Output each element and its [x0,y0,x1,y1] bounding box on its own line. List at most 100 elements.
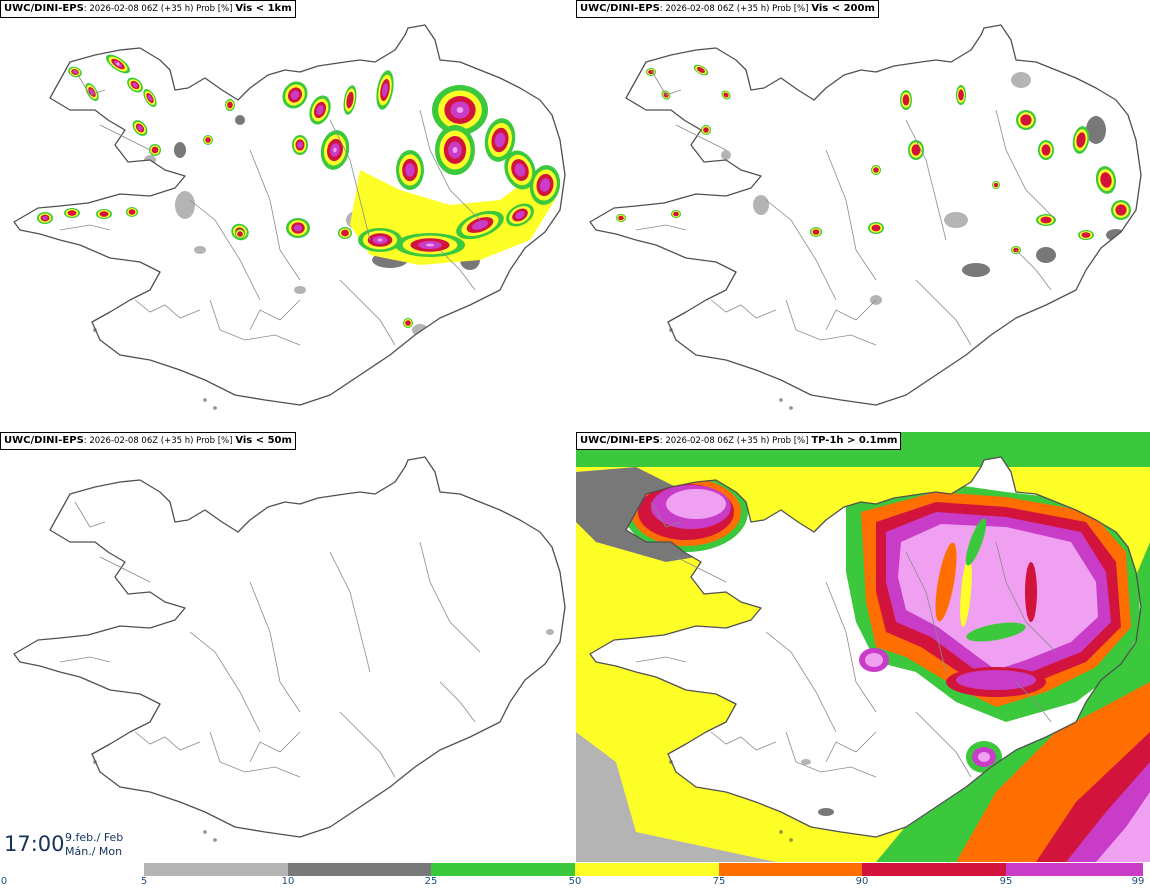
prob-area [956,670,1036,690]
prob-area [958,89,964,101]
region-boundary [74,501,106,528]
panel-title: UWC/DINI-EPS: 2026-02-08 06Z (+35 h) Pro… [576,432,902,450]
prob-area [648,69,654,75]
prob-area [706,172,712,178]
region-boundary [59,656,111,663]
prob-area [237,231,243,237]
region-boundary [419,541,481,653]
region-boundary [249,731,301,763]
panel-title: UWC/DINI-EPS: 2026-02-08 06Z (+35 h) Pro… [0,0,296,18]
prob-area [962,263,990,277]
region-boundary [995,109,1057,221]
prob-area [753,195,769,215]
prob-area [67,210,77,216]
region-boundary [1015,681,1052,723]
island [669,328,673,332]
iceland-map [13,24,566,410]
prob-area [618,215,624,221]
prob-area [993,182,999,188]
prob-area [125,171,135,179]
region-boundary [650,501,682,528]
island [93,328,97,332]
prob-area [666,489,726,519]
prob-area [705,171,713,179]
region-boundary [1015,249,1052,291]
prob-area [673,211,679,217]
legend-tick-label: 99 [1131,876,1145,887]
prob-area [515,211,525,219]
region-boundary [439,249,476,291]
island [779,398,783,402]
legend-tick-label: 5 [140,876,148,887]
region-boundary [329,551,371,673]
region-boundary [785,299,877,346]
region-boundary [249,581,301,713]
region-boundary [825,731,877,763]
island [203,830,207,834]
region-boundary [825,149,877,281]
prob-area [705,171,713,179]
prob-area [132,82,138,88]
prob-area [812,229,820,235]
region-boundary [329,119,371,241]
map-panel-vis-200m: UWC/DINI-EPS: 2026-02-08 06Z (+35 h) Pro… [576,0,1150,430]
prob-area [89,88,95,96]
valid-time-box: 17:00 9.feb./ Feb Mán./ Mon [0,826,128,864]
prob-area [137,125,143,131]
region-boundary [134,299,201,319]
region-boundary [765,199,837,301]
prob-area [1115,204,1127,216]
prob-area [911,144,921,156]
prob-area [902,94,910,106]
island [213,406,217,410]
panel-title: UWC/DINI-EPS: 2026-02-08 06Z (+35 h) Pro… [0,432,296,450]
region-boundary [785,731,877,778]
prob-area [1041,144,1051,156]
prob-area [290,90,300,100]
prob-area [294,286,306,294]
prob-area [1036,247,1056,263]
prob-area [539,178,551,192]
prob-area [425,243,435,247]
legend-tick-label: 0 [0,876,8,887]
legend-color-segment [0,863,144,876]
prob-area [871,224,881,232]
island [93,760,97,764]
prob-area [194,246,206,254]
prob-area [494,132,506,148]
legend-tick-label: 25 [424,876,438,887]
prob-area [966,622,1026,642]
valid-date: 9.feb./ Feb [65,831,124,844]
prob-area [935,542,957,622]
prob-area [978,752,990,762]
region-boundary [825,581,877,713]
prob-area [873,167,879,173]
legend-color-segment [1006,863,1143,876]
prob-area [721,150,731,160]
prob-area [546,629,554,635]
map-panel-vis-50m: UWC/DINI-EPS: 2026-02-08 06Z (+35 h) Pro… [0,432,574,862]
legend-color-segment [575,863,719,876]
prob-area [405,163,415,177]
prob-area [1096,792,1150,862]
prob-area [1076,132,1086,148]
prob-area [346,91,354,109]
island [213,838,217,842]
region-boundary [650,69,682,96]
map-panel-vis-1km: UWC/DINI-EPS: 2026-02-08 06Z (+35 h) Pro… [0,0,574,430]
prob-area [818,808,834,816]
prob-area [514,163,526,177]
island [669,760,673,764]
legend-tick-label: 90 [855,876,869,887]
prob-area [960,557,972,627]
panel-title: UWC/DINI-EPS: 2026-02-08 06Z (+35 h) Pro… [576,0,879,18]
region-boundary [675,124,727,151]
legend-color-segment [144,863,288,876]
legend-color-segment [288,863,431,876]
island [789,406,793,410]
prob-area [696,67,706,73]
region-boundary [439,681,476,723]
coastline [589,456,1142,838]
region-boundary [765,631,837,733]
prob-area [1020,114,1032,126]
